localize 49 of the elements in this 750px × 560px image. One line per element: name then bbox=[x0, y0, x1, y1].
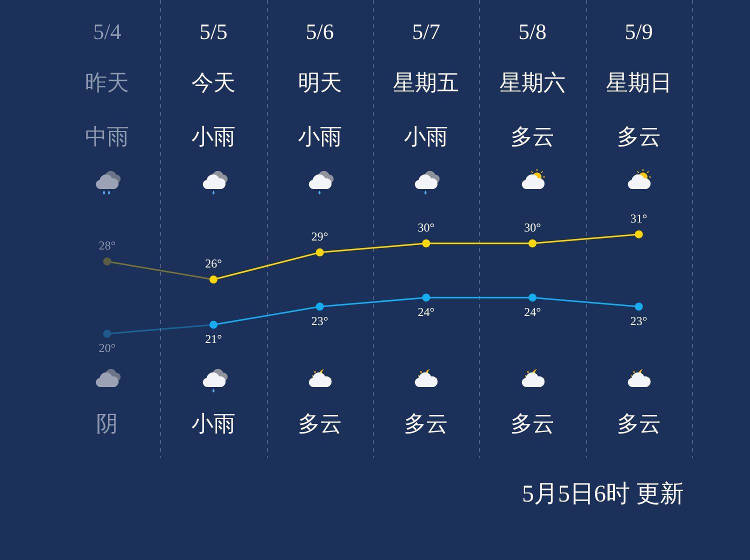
text: 小雨 bbox=[192, 124, 236, 149]
data-label: 24° bbox=[418, 304, 435, 319]
x-tick-label: 5/6 bbox=[306, 18, 334, 44]
point bbox=[422, 239, 430, 248]
point bbox=[422, 294, 430, 302]
data-label: 26° bbox=[205, 256, 222, 271]
text: 小雨 bbox=[192, 410, 236, 436]
text: 星期日 bbox=[606, 70, 672, 95]
data-label: 29° bbox=[311, 230, 328, 244]
data-label: 21° bbox=[205, 332, 222, 346]
data-label: 23° bbox=[311, 314, 328, 328]
x-tick-label: 5/8 bbox=[518, 18, 547, 44]
point bbox=[103, 330, 112, 338]
x-tick-label: 5/4 bbox=[93, 18, 122, 44]
text: 今天 bbox=[192, 70, 236, 95]
data-label: 23° bbox=[630, 314, 648, 328]
text: 小雨 bbox=[298, 124, 342, 149]
text: 明天 bbox=[298, 70, 342, 95]
x-tick-label: 5/9 bbox=[624, 18, 653, 44]
x-tick-label: 5/5 bbox=[199, 18, 228, 44]
data-label: 28° bbox=[98, 238, 116, 253]
data-label: 31° bbox=[630, 212, 648, 226]
text: 多云 bbox=[510, 124, 554, 149]
point bbox=[210, 276, 218, 284]
point bbox=[528, 294, 536, 302]
text: 多云 bbox=[404, 410, 448, 436]
text: 多云 bbox=[510, 410, 554, 436]
point bbox=[103, 257, 112, 266]
text: 中雨 bbox=[85, 124, 130, 149]
text: 昨天 bbox=[85, 70, 130, 95]
text: 5月5日6时 更新 bbox=[522, 480, 684, 508]
text: 多云 bbox=[616, 410, 661, 436]
text: 星期五 bbox=[393, 70, 460, 95]
data-label: 24° bbox=[524, 304, 542, 319]
text: 阴 bbox=[96, 410, 118, 436]
data-label: 30° bbox=[524, 220, 542, 235]
text: 小雨 bbox=[404, 124, 448, 149]
point bbox=[316, 302, 324, 311]
data-label: 20° bbox=[98, 340, 116, 355]
text: 多云 bbox=[298, 410, 342, 436]
text: 多云 bbox=[616, 124, 661, 149]
text: 星期六 bbox=[500, 70, 566, 95]
point bbox=[210, 320, 218, 329]
point bbox=[316, 248, 324, 256]
point bbox=[528, 239, 536, 248]
data-label: 30° bbox=[418, 220, 435, 235]
point bbox=[634, 302, 643, 311]
point bbox=[634, 230, 643, 238]
x-tick-label: 5/7 bbox=[412, 18, 440, 44]
